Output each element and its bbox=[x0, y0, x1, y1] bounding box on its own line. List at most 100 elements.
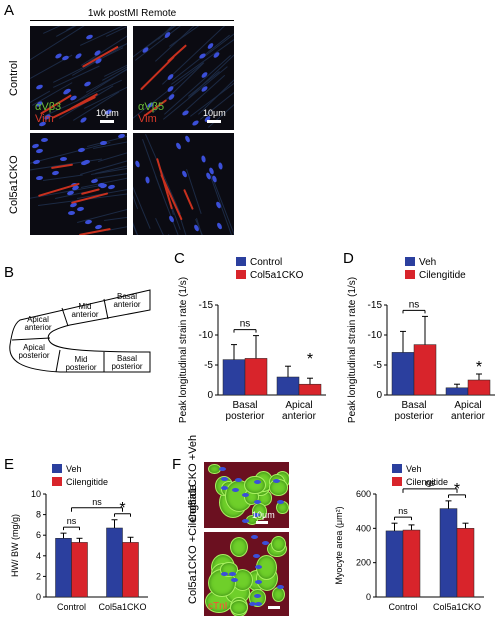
nucleus bbox=[40, 137, 48, 143]
muscle-fiber bbox=[211, 174, 234, 235]
panel-c-label: C bbox=[174, 250, 185, 267]
y-tick-label: 10 bbox=[31, 489, 41, 499]
muscle-fiber bbox=[76, 198, 127, 223]
legend-label: Cilengitide bbox=[419, 270, 466, 281]
segment-divider bbox=[55, 349, 61, 373]
muscle-fiber bbox=[186, 169, 202, 215]
bar bbox=[391, 352, 415, 396]
nucleus bbox=[191, 119, 200, 127]
nucleus bbox=[217, 161, 223, 170]
vimentin-signal bbox=[50, 163, 73, 170]
stain-label-vim-2: Vim bbox=[138, 113, 157, 125]
y-tick-label: -5 bbox=[204, 360, 213, 371]
bar bbox=[222, 359, 246, 396]
region-mid-anterior-2: anterior bbox=[71, 310, 98, 319]
x-tick-label: posterior bbox=[395, 411, 435, 422]
micrograph-cilengitide: cTnI bbox=[204, 532, 289, 616]
nucleus bbox=[77, 147, 86, 153]
scale-bar-f1 bbox=[256, 521, 268, 524]
nucleus bbox=[99, 140, 107, 146]
bar bbox=[445, 387, 469, 396]
y-tick-label: 0 bbox=[36, 592, 41, 602]
nucleus bbox=[184, 135, 191, 144]
vimentin-signal bbox=[183, 189, 194, 211]
segment-divider bbox=[11, 337, 51, 341]
x-tick-label: Col5a1CKO bbox=[433, 602, 481, 612]
y-tick-label: -15 bbox=[199, 300, 214, 311]
nucleus bbox=[61, 55, 70, 62]
significance-star: * bbox=[476, 359, 482, 376]
stain-label-avb5: αVβ5 bbox=[138, 101, 165, 113]
region-apical-posterior-2: posterior bbox=[18, 351, 49, 360]
region-basal-anterior-2: anterior bbox=[113, 300, 140, 309]
nucleus bbox=[232, 488, 240, 493]
nucleus bbox=[181, 109, 190, 117]
nucleus bbox=[277, 584, 285, 589]
region-basal-anterior-1: Basal bbox=[117, 292, 137, 301]
bar bbox=[402, 529, 421, 598]
nucleus bbox=[200, 155, 207, 163]
y-axis-label: Peak longitudinal strain rate (1/s) bbox=[347, 277, 358, 423]
stain-label-ctni: cTnI bbox=[208, 601, 228, 612]
panel-a-header: 1wk postMI Remote bbox=[87, 8, 177, 19]
myocyte-cell bbox=[244, 475, 266, 495]
chart-c: Control Col5a1CKO 0 -5 -10 -15 Peak longitudin… bbox=[178, 257, 326, 423]
micrograph-veh: 10μm bbox=[204, 462, 289, 528]
panel-a-header-line bbox=[30, 20, 234, 21]
x-tick-label: anterior bbox=[282, 411, 317, 422]
stain-label-vim-1: Vim bbox=[35, 113, 54, 125]
y-tick-label: -10 bbox=[199, 330, 214, 341]
nucleus bbox=[251, 535, 259, 540]
region-basal-posterior-1: Basal bbox=[117, 354, 137, 363]
y-tick-label: -15 bbox=[368, 300, 383, 311]
ventricle-schematic: Basal anterior Mid anterior Apical anter… bbox=[9, 289, 151, 373]
panel-a-label: A bbox=[4, 2, 15, 19]
nucleus bbox=[35, 84, 44, 91]
y-tick-label: 8 bbox=[36, 510, 41, 520]
muscle-fiber bbox=[155, 175, 191, 235]
nucleus bbox=[51, 169, 60, 176]
y-tick-label: 6 bbox=[36, 530, 41, 540]
legend-swatch bbox=[392, 464, 402, 473]
region-mid-anterior-1: Mid bbox=[79, 302, 92, 311]
nucleus bbox=[68, 211, 76, 216]
x-tick-label: Col5a1CKO bbox=[98, 602, 146, 612]
nucleus bbox=[76, 205, 85, 212]
row-label-cko: Col5a1CKO bbox=[8, 155, 20, 214]
region-apical-anterior-1: Apical bbox=[27, 315, 49, 324]
bar bbox=[122, 542, 139, 598]
micrograph-control-avb3: αVβ3 Vim 10μm bbox=[30, 26, 127, 130]
nucleus bbox=[253, 553, 261, 558]
nucleus bbox=[134, 160, 141, 169]
nucleus bbox=[144, 176, 150, 185]
nucleus bbox=[107, 184, 116, 190]
micrograph-cko-avb5 bbox=[133, 133, 234, 235]
y-tick-label: -10 bbox=[368, 330, 383, 341]
nucleus bbox=[273, 478, 281, 483]
scale-label-1: 10μm bbox=[96, 108, 119, 118]
chart-e: Veh Cilengitide 0 2 4 6 8 10 HW/ BW (mg/g) Contro… bbox=[10, 464, 148, 612]
bar bbox=[439, 508, 458, 598]
legend-swatch bbox=[392, 477, 402, 486]
nucleus bbox=[253, 499, 261, 504]
y-tick-label: 600 bbox=[356, 489, 371, 499]
scale-bar-f2 bbox=[268, 606, 280, 609]
y-tick-label: 400 bbox=[356, 523, 371, 533]
legend-swatch bbox=[52, 477, 62, 486]
ventricle-outline bbox=[9, 289, 151, 373]
significance-label: ns bbox=[425, 478, 435, 488]
significance-label: ns bbox=[240, 319, 251, 330]
scale-label-2: 10μm bbox=[203, 108, 226, 118]
nucleus bbox=[175, 142, 183, 151]
significance-label: ns bbox=[398, 506, 408, 516]
legend-swatch bbox=[52, 464, 62, 473]
nucleus bbox=[84, 219, 93, 226]
nucleus bbox=[63, 87, 72, 94]
bar bbox=[244, 358, 268, 396]
legend-label: Cilengitide bbox=[66, 477, 108, 487]
nucleus bbox=[242, 492, 250, 497]
nucleus bbox=[253, 594, 261, 599]
row-label-control: Control bbox=[8, 60, 20, 96]
y-axis-label: HW/ BW (mg/g) bbox=[10, 514, 20, 577]
region-basal-posterior-2: posterior bbox=[111, 362, 142, 371]
